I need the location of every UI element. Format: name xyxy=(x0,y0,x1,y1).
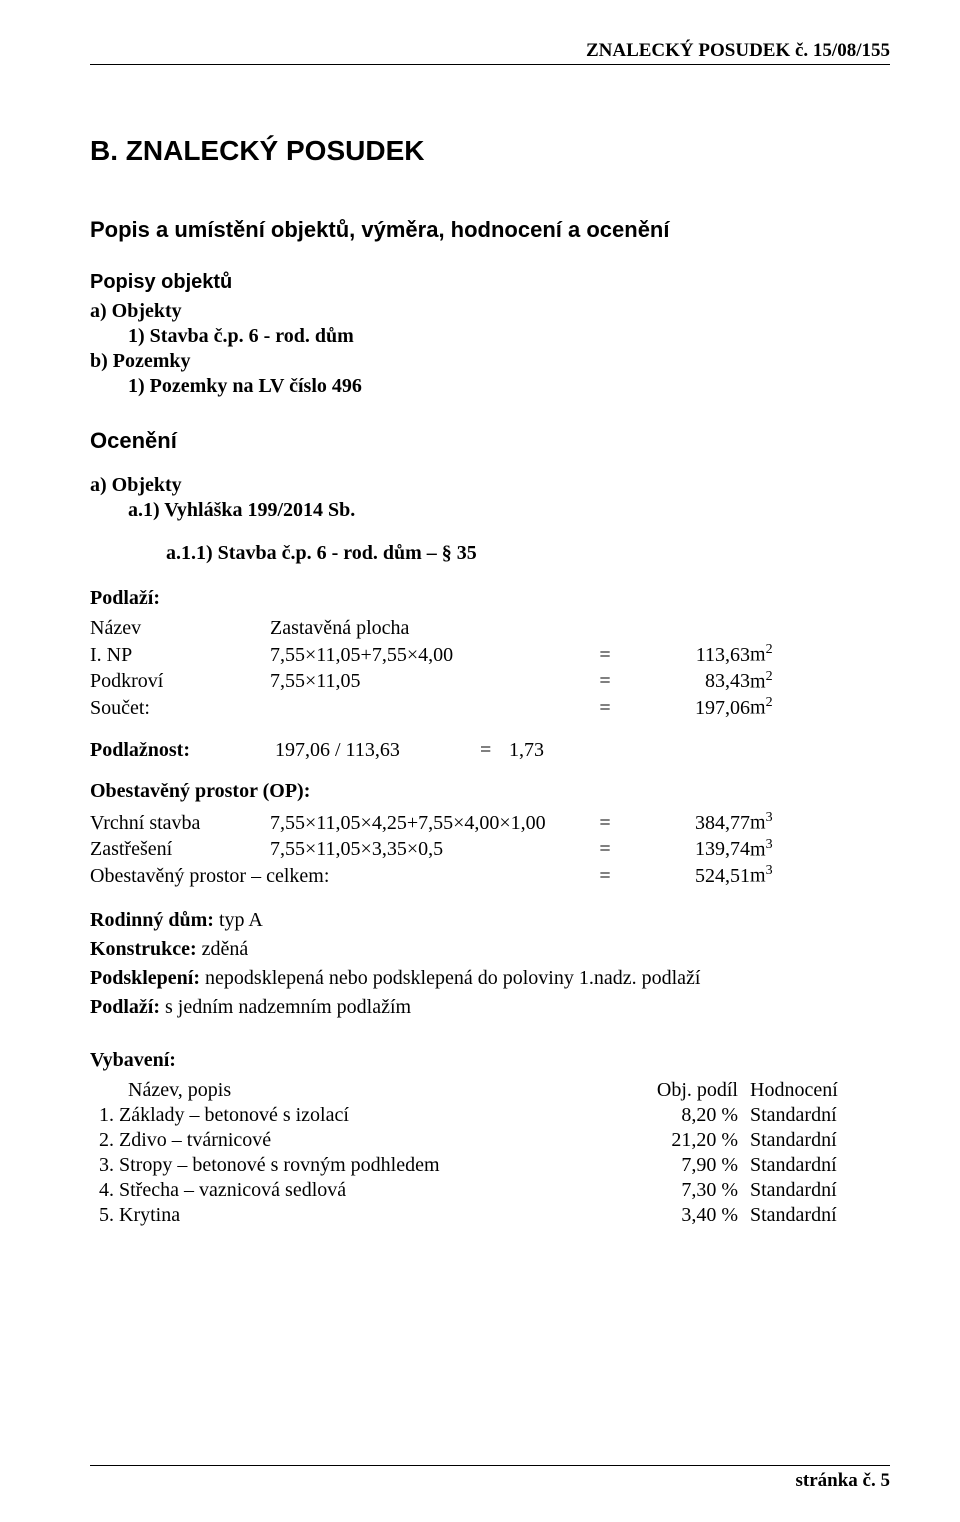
group-b-pozemky: b) Pozemky xyxy=(90,350,890,373)
vybaveni-table: Název, popis Obj. podíl Hodnocení 1. Zák… xyxy=(90,1078,890,1228)
op-label: Obestavěný prostor (OP): xyxy=(90,780,890,803)
podlazi-desc-line: Podlaží: s jedním nadzemním podlažím xyxy=(90,996,890,1019)
konstrukce-line: Konstrukce: zděná xyxy=(90,938,890,961)
col-plocha: Zastavěná plocha xyxy=(270,616,590,641)
stavba-35-line: a.1.1) Stavba č.p. 6 - rod. dům – § 35 xyxy=(166,542,890,565)
podlaznost-row: Podlažnost: 197,06 / 113,63 = 1,73 xyxy=(90,739,890,762)
doc-header-ref: ZNALECKÝ POSUDEK č. 15/08/155 xyxy=(90,40,890,65)
group-a-objekty: a) Objekty xyxy=(90,300,890,323)
group-a-objekty-2: a) Objekty xyxy=(90,474,890,497)
podlazi-row: Podkroví 7,55×11,05 = 83,43 m2 xyxy=(90,668,890,695)
podlaznost-val: 1,73 xyxy=(509,739,544,761)
item-b1: 1) Pozemky na LV číslo 496 xyxy=(128,375,890,398)
rodinny-dum-line: Rodinný dům: typ A xyxy=(90,909,890,932)
podlazi-table: Název Zastavěná plocha I. NP 7,55×11,05+… xyxy=(90,616,890,721)
podlaznost-eq: = xyxy=(480,739,504,762)
section-title: B. ZNALECKÝ POSUDEK xyxy=(90,135,890,167)
vybaveni-row: 3. Stropy – betonové s rovným podhledem … xyxy=(90,1153,890,1178)
op-row: Vrchní stavba 7,55×11,05×4,25+7,55×4,00×… xyxy=(90,809,890,836)
vybaveni-row: 1. Základy – betonové s izolací 8,20 % S… xyxy=(90,1103,890,1128)
vybaveni-row: 4. Střecha – vaznicová sedlová 7,30 % St… xyxy=(90,1178,890,1203)
col-nazev: Název xyxy=(90,616,270,641)
op-table: Vrchní stavba 7,55×11,05×4,25+7,55×4,00×… xyxy=(90,809,890,889)
footer-rule xyxy=(90,1465,890,1466)
podlazi-sum-row: Součet: = 197,06 m2 xyxy=(90,694,890,721)
oceneni-heading: Ocenění xyxy=(90,428,890,454)
page-number: stránka č. 5 xyxy=(90,1470,890,1492)
op-sum-row: Obestavěný prostor – celkem: = 524,51 m3 xyxy=(90,862,890,889)
item-a1: 1) Stavba č.p. 6 - rod. dům xyxy=(128,325,890,348)
vyhlaska-line: a.1) Vyhláška 199/2014 Sb. xyxy=(128,499,890,522)
podlaznost-label: Podlažnost: xyxy=(90,739,270,762)
col-hodnoceni: Hodnocení xyxy=(738,1078,890,1103)
vybaveni-row: 2. Zdivo – tvárnicové 21,20 % Standardní xyxy=(90,1128,890,1153)
popisy-label: Popisy objektů xyxy=(90,271,890,294)
col-obj-podil: Obj. podíl xyxy=(628,1078,738,1103)
vybaveni-header-row: Název, popis Obj. podíl Hodnocení xyxy=(90,1078,890,1103)
section-subtitle: Popis a umístění objektů, výměra, hodnoc… xyxy=(90,217,890,243)
vybaveni-row: 5. Krytina 3,40 % Standardní xyxy=(90,1203,890,1228)
op-row: Zastřešení 7,55×11,05×3,35×0,5 = 139,74 … xyxy=(90,836,890,863)
podlazi-row: I. NP 7,55×11,05+7,55×4,00 = 113,63 m2 xyxy=(90,641,890,668)
podlazi-label: Podlaží: xyxy=(90,587,890,610)
podsklepeni-line: Podsklepení: nepodsklepená nebo podsklep… xyxy=(90,967,890,990)
podlazi-header-row: Název Zastavěná plocha xyxy=(90,616,890,641)
col-nazev-popis: Název, popis xyxy=(90,1078,628,1103)
podlaznost-expr: 197,06 / 113,63 xyxy=(275,739,475,762)
vybaveni-label: Vybavení: xyxy=(90,1049,890,1072)
